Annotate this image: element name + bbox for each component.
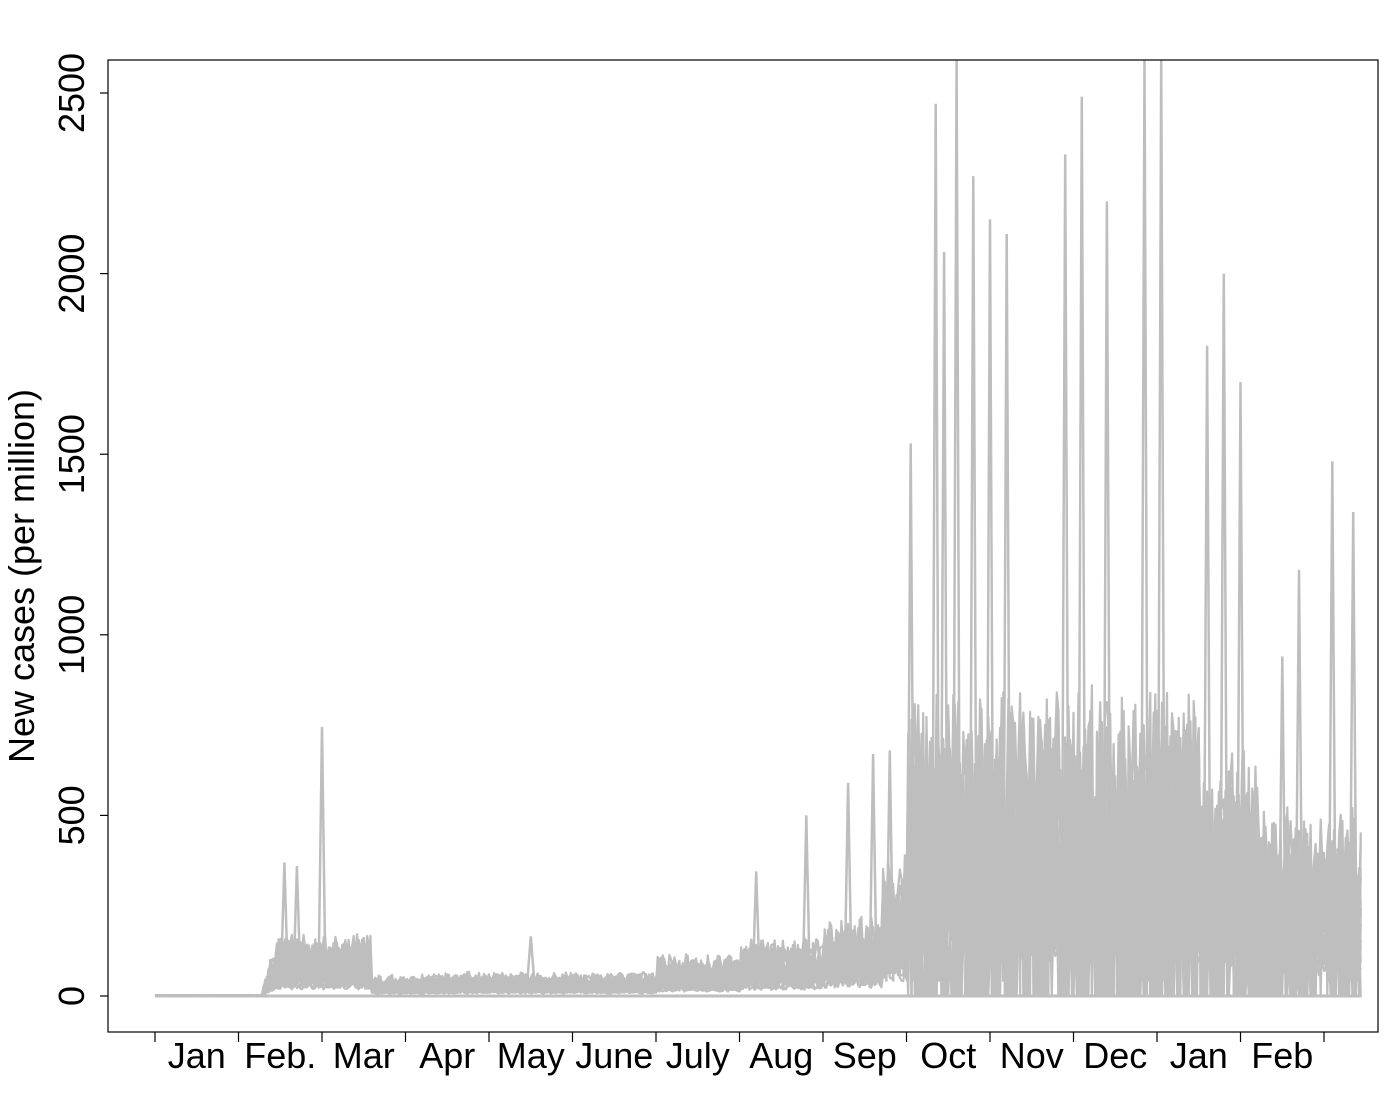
series-peak: [843, 782, 853, 982]
series-peak: [1001, 233, 1012, 982]
y-tick-label: 500: [51, 785, 92, 845]
y-tick-label: 1000: [51, 595, 92, 675]
series-peak: [1219, 273, 1229, 982]
x-tick-label: June: [575, 1035, 653, 1076]
x-tick-label: Nov: [1000, 1035, 1064, 1076]
series-peak: [1102, 201, 1112, 982]
series-peak: [951, 60, 962, 982]
series-peak: [317, 726, 327, 982]
series-peak: [801, 815, 812, 982]
x-tick-label: Feb: [1251, 1035, 1313, 1076]
series-line: [154, 691, 1362, 998]
series-peak: [905, 443, 916, 982]
series-peak: [1202, 345, 1212, 982]
x-tick-label: Mar: [333, 1035, 395, 1076]
series-peak: [292, 865, 302, 982]
y-axis: 0 500 1000 1500 2000 2500: [51, 53, 108, 1006]
y-tick-label: 2000: [51, 234, 92, 314]
series-peak: [1294, 569, 1304, 982]
y-axis-title: New cases (per million): [1, 389, 42, 763]
series-peak: [1277, 656, 1288, 982]
series-peak: [930, 103, 941, 982]
series-peak: [526, 936, 536, 982]
plot-frame: [107, 59, 1379, 1033]
series-line: [154, 878, 1362, 998]
series-peak: [1139, 60, 1150, 982]
series-peak: [1156, 60, 1166, 982]
x-tick-label: Aug: [749, 1035, 813, 1076]
series-peak: [868, 753, 878, 982]
x-tick-label: Oct: [920, 1035, 976, 1076]
series-layer: [154, 60, 1362, 998]
x-tick-label: May: [497, 1035, 565, 1076]
series-peak: [279, 862, 290, 982]
x-tick-label: Sep: [833, 1035, 897, 1076]
series-peak: [1348, 511, 1358, 982]
x-axis: Jan Feb. Mar Apr May June July Aug Sep Oct Nov Dec J…: [154, 1032, 1325, 1076]
series-peak: [939, 251, 949, 982]
x-tick-label: Jan: [168, 1035, 226, 1076]
series-peak: [1235, 381, 1246, 982]
series-peak: [1077, 96, 1087, 982]
series-peak: [1327, 461, 1338, 982]
x-tick-label: Apr: [419, 1035, 475, 1076]
y-tick-label: 0: [51, 986, 92, 1006]
y-tick-label: 2500: [51, 53, 92, 133]
x-tick-label: Feb.: [244, 1035, 316, 1076]
series-peak: [751, 871, 761, 982]
y-tick-label: 1500: [51, 414, 92, 494]
series-peak: [885, 750, 895, 982]
x-tick-label: Dec: [1083, 1035, 1147, 1076]
x-tick-label: July: [666, 1035, 730, 1076]
series-peak: [968, 176, 979, 982]
series-peak: [1060, 154, 1070, 982]
x-tick-label: Jan: [1170, 1035, 1228, 1076]
series-peak: [985, 219, 995, 982]
